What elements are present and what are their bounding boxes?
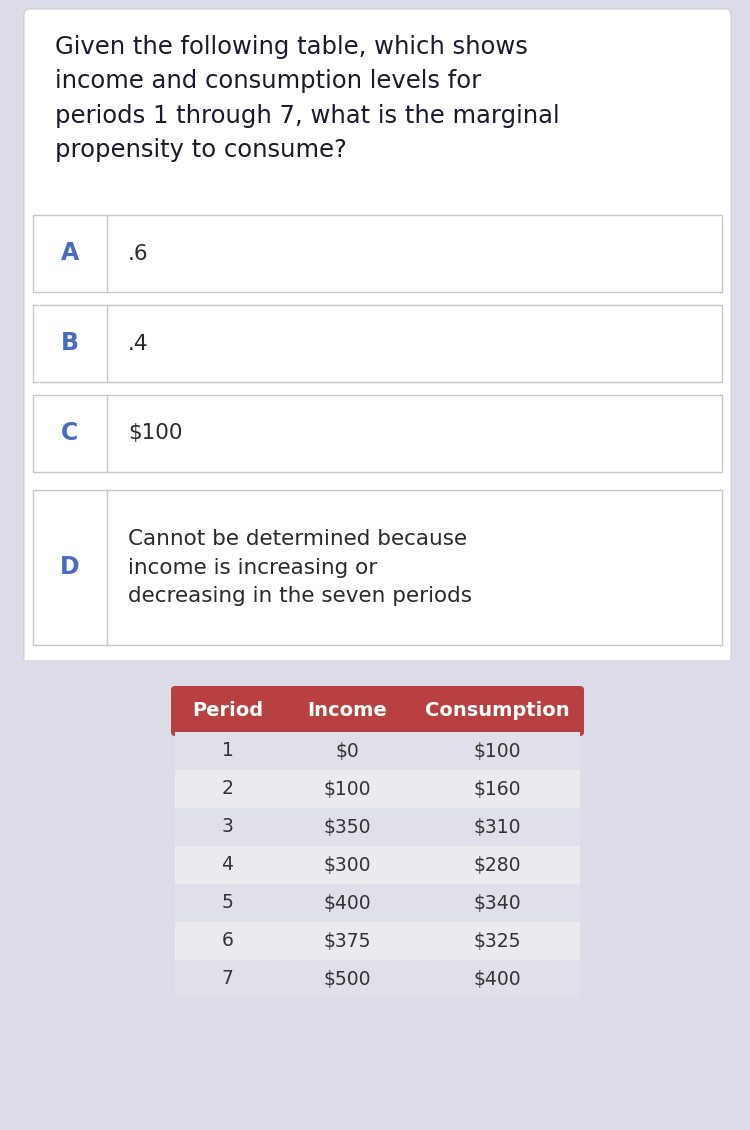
- Bar: [175, 922, 580, 960]
- Text: Cannot be determined because
income is increasing or
decreasing in the seven per: Cannot be determined because income is i…: [128, 529, 472, 607]
- Bar: [33, 396, 722, 472]
- Text: A: A: [61, 242, 80, 266]
- Bar: [175, 808, 580, 846]
- Bar: [175, 846, 580, 884]
- Text: $280: $280: [474, 855, 521, 875]
- Text: 1: 1: [221, 741, 233, 760]
- Bar: [175, 960, 580, 998]
- Bar: [0, 660, 750, 1130]
- Text: $500: $500: [324, 970, 371, 989]
- Text: $100: $100: [128, 424, 182, 443]
- Text: Income: Income: [308, 702, 387, 721]
- Text: D: D: [60, 556, 80, 580]
- Text: 5: 5: [221, 894, 233, 913]
- Text: Given the following table, which shows
income and consumption levels for
periods: Given the following table, which shows i…: [55, 35, 560, 163]
- Text: $100: $100: [324, 780, 371, 799]
- Text: Consumption: Consumption: [425, 702, 570, 721]
- Bar: [175, 770, 580, 808]
- Bar: [33, 305, 722, 382]
- FancyBboxPatch shape: [171, 686, 584, 736]
- Text: $350: $350: [324, 817, 371, 836]
- Bar: [33, 490, 722, 645]
- Text: $325: $325: [474, 931, 521, 950]
- Text: $300: $300: [324, 855, 371, 875]
- Text: $375: $375: [324, 931, 371, 950]
- Text: 4: 4: [221, 855, 233, 875]
- Text: 3: 3: [221, 817, 233, 836]
- Text: $100: $100: [474, 741, 521, 760]
- Text: C: C: [62, 421, 79, 445]
- Bar: [175, 884, 580, 922]
- Text: $400: $400: [474, 970, 521, 989]
- Text: Period: Period: [192, 702, 263, 721]
- Bar: [33, 215, 722, 292]
- Text: B: B: [61, 331, 79, 356]
- Text: .4: .4: [128, 333, 148, 354]
- Text: $0: $0: [336, 741, 359, 760]
- Bar: [175, 732, 580, 770]
- Text: $340: $340: [474, 894, 521, 913]
- FancyBboxPatch shape: [24, 9, 731, 811]
- Text: 7: 7: [221, 970, 233, 989]
- Text: .6: .6: [128, 243, 148, 263]
- Text: $310: $310: [474, 817, 521, 836]
- Text: 6: 6: [221, 931, 233, 950]
- Text: $160: $160: [474, 780, 521, 799]
- Text: $400: $400: [324, 894, 371, 913]
- Text: 2: 2: [221, 780, 233, 799]
